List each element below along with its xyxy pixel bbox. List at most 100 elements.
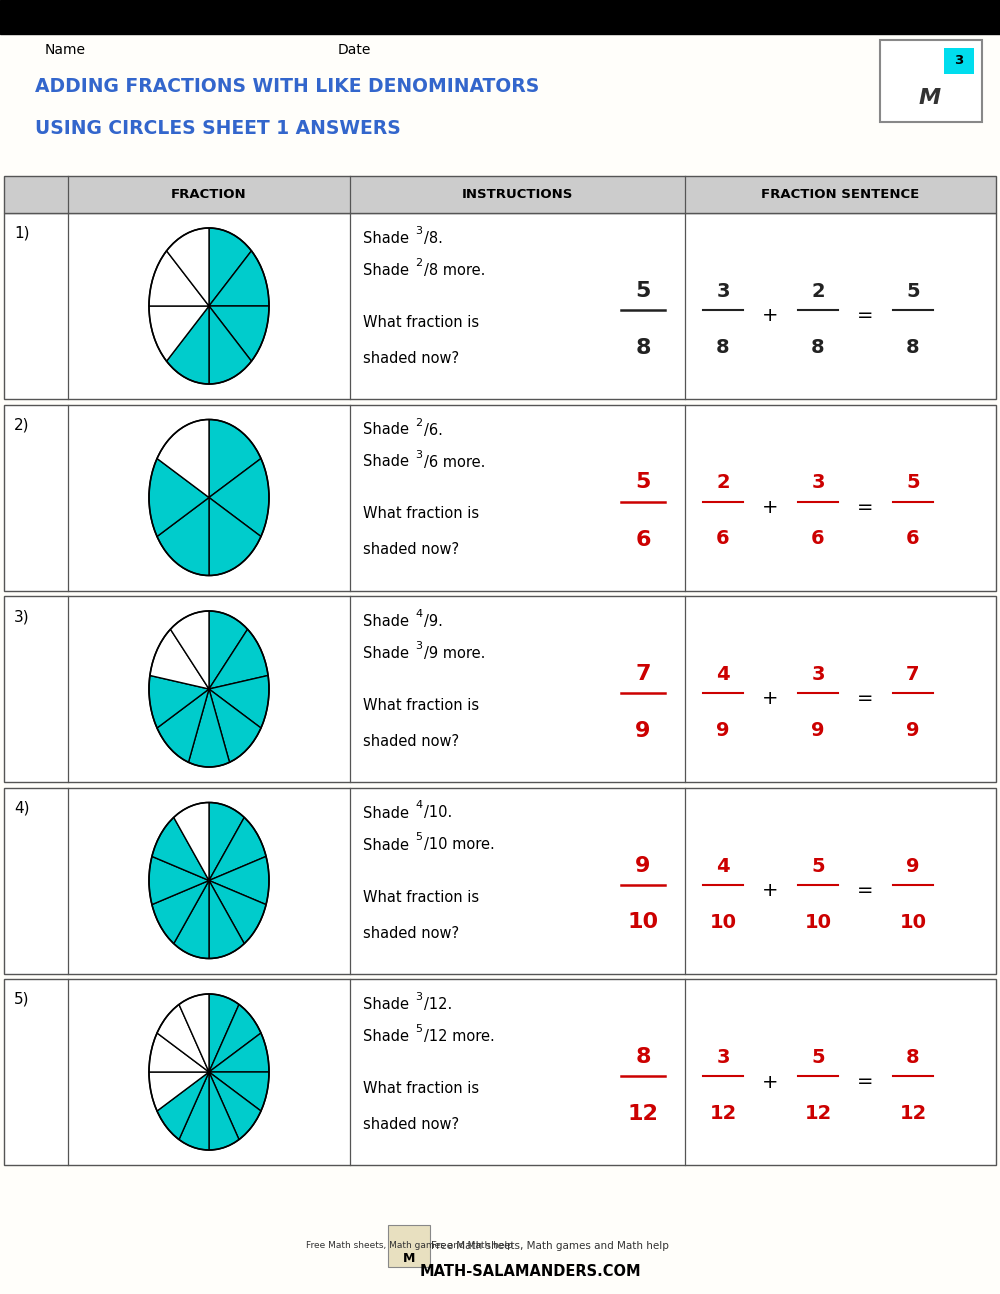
- PathPatch shape: [149, 1033, 209, 1071]
- Text: 10: 10: [710, 912, 736, 932]
- PathPatch shape: [157, 688, 209, 762]
- Text: 8: 8: [906, 1048, 920, 1068]
- PathPatch shape: [152, 880, 209, 943]
- PathPatch shape: [209, 458, 269, 537]
- PathPatch shape: [209, 994, 239, 1071]
- Text: 9: 9: [635, 855, 651, 876]
- PathPatch shape: [179, 994, 209, 1071]
- PathPatch shape: [209, 1071, 269, 1112]
- Text: 6: 6: [635, 529, 651, 550]
- Text: 5: 5: [635, 281, 651, 302]
- Text: +: +: [762, 881, 779, 901]
- Text: +: +: [762, 690, 779, 709]
- Text: USING CIRCLES SHEET 1 ANSWERS: USING CIRCLES SHEET 1 ANSWERS: [35, 119, 401, 137]
- Text: Shade: Shade: [363, 805, 414, 820]
- Text: 2: 2: [716, 474, 730, 493]
- Text: /6 more.: /6 more.: [424, 454, 486, 470]
- Text: shaded now?: shaded now?: [363, 925, 459, 941]
- Text: 4: 4: [415, 801, 422, 810]
- Text: 9: 9: [716, 721, 730, 740]
- PathPatch shape: [209, 1004, 261, 1071]
- Bar: [0, 0, 1000, 34]
- PathPatch shape: [149, 857, 209, 905]
- Text: ADDING FRACTIONS WITH LIKE DENOMINATORS: ADDING FRACTIONS WITH LIKE DENOMINATORS: [35, 76, 539, 96]
- PathPatch shape: [149, 305, 209, 361]
- PathPatch shape: [167, 305, 209, 384]
- Text: 3: 3: [811, 474, 825, 493]
- Text: MATH-SALAMANDERS.COM: MATH-SALAMANDERS.COM: [419, 1264, 641, 1280]
- Text: 1): 1): [14, 226, 30, 241]
- Text: 4: 4: [716, 857, 730, 876]
- Text: 6: 6: [811, 529, 825, 549]
- Text: 3: 3: [716, 282, 730, 302]
- PathPatch shape: [209, 1033, 269, 1071]
- PathPatch shape: [209, 305, 269, 361]
- Text: Shade: Shade: [363, 1029, 414, 1044]
- Text: 5: 5: [906, 282, 920, 302]
- PathPatch shape: [209, 688, 261, 762]
- Text: 5): 5): [14, 992, 30, 1007]
- Text: /8 more.: /8 more.: [424, 263, 486, 278]
- Text: Name: Name: [45, 43, 86, 57]
- Text: +: +: [762, 498, 779, 518]
- Text: Shade: Shade: [363, 263, 414, 278]
- Text: 10: 10: [627, 912, 659, 933]
- Text: shaded now?: shaded now?: [363, 542, 459, 558]
- Bar: [4, 405, 996, 590]
- Text: 4): 4): [14, 801, 30, 815]
- Text: 3: 3: [716, 1048, 730, 1068]
- PathPatch shape: [209, 880, 266, 943]
- Bar: [880, 40, 982, 122]
- Text: FRACTION: FRACTION: [171, 188, 247, 201]
- Text: Shade: Shade: [363, 646, 414, 661]
- Text: 3: 3: [415, 449, 422, 459]
- Text: 3: 3: [415, 226, 422, 236]
- PathPatch shape: [149, 1071, 209, 1112]
- Text: 7: 7: [906, 665, 920, 685]
- Text: =: =: [857, 881, 874, 901]
- Text: FRACTION SENTENCE: FRACTION SENTENCE: [761, 188, 920, 201]
- Text: =: =: [857, 690, 874, 709]
- Text: /12.: /12.: [424, 996, 453, 1012]
- Text: Shade: Shade: [363, 837, 414, 853]
- Bar: [4, 214, 996, 399]
- PathPatch shape: [209, 228, 251, 305]
- Bar: [944, 48, 974, 74]
- Text: What fraction is: What fraction is: [363, 506, 479, 521]
- PathPatch shape: [209, 611, 248, 688]
- Text: 12: 12: [628, 1104, 658, 1124]
- Text: 12: 12: [804, 1104, 832, 1123]
- Text: Free Math sheets, Math games and Math help: Free Math sheets, Math games and Math he…: [431, 1241, 669, 1251]
- Text: Shade: Shade: [363, 423, 414, 437]
- Text: 9: 9: [635, 721, 651, 741]
- Text: /6.: /6.: [424, 423, 443, 437]
- PathPatch shape: [149, 675, 209, 729]
- PathPatch shape: [174, 880, 209, 959]
- Text: 9: 9: [906, 721, 920, 740]
- PathPatch shape: [157, 1071, 209, 1140]
- Text: 8: 8: [635, 338, 651, 358]
- PathPatch shape: [209, 305, 251, 384]
- Text: /12 more.: /12 more.: [424, 1029, 495, 1044]
- Text: 10: 10: [899, 912, 926, 932]
- Text: shaded now?: shaded now?: [363, 351, 459, 366]
- Text: 2: 2: [811, 282, 825, 302]
- PathPatch shape: [167, 228, 209, 305]
- Text: 3: 3: [811, 665, 825, 685]
- Text: 5: 5: [906, 474, 920, 493]
- PathPatch shape: [209, 251, 269, 305]
- Text: /9.: /9.: [424, 613, 443, 629]
- Text: 4: 4: [415, 609, 422, 619]
- PathPatch shape: [152, 818, 209, 880]
- Text: shaded now?: shaded now?: [363, 1117, 459, 1132]
- PathPatch shape: [170, 611, 209, 688]
- Text: 9: 9: [906, 857, 920, 876]
- Bar: [388, 1225, 430, 1267]
- Text: 9: 9: [811, 721, 825, 740]
- Text: 8: 8: [716, 338, 730, 357]
- Text: 5: 5: [415, 832, 422, 842]
- Bar: [4, 597, 996, 782]
- Text: /10 more.: /10 more.: [424, 837, 495, 853]
- Text: 12: 12: [709, 1104, 737, 1123]
- PathPatch shape: [209, 629, 268, 688]
